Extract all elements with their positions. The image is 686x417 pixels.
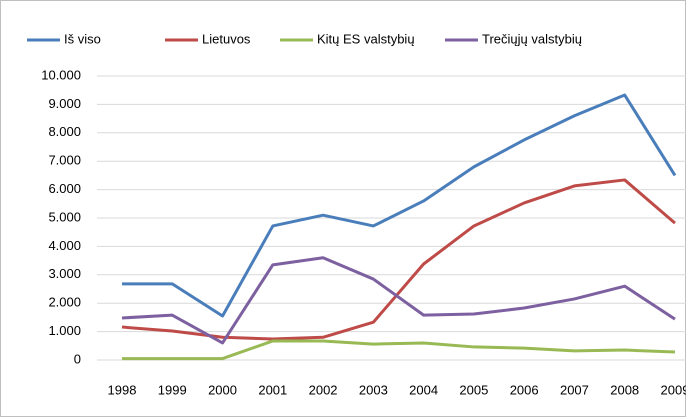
y-tick-label: 1.000 xyxy=(48,323,81,338)
y-tick-label: 8.000 xyxy=(48,124,81,139)
y-tick-label: 7.000 xyxy=(48,153,81,168)
y-tick-label: 5.000 xyxy=(48,209,81,224)
x-tick-label: 2004 xyxy=(409,382,438,397)
x-tick-label: 2006 xyxy=(510,382,539,397)
y-tick-label: 6.000 xyxy=(48,181,81,196)
series-line xyxy=(122,93,677,318)
x-tick-label: 2008 xyxy=(610,382,639,397)
legend-label: Lietuvos xyxy=(202,31,251,46)
y-tick-label: 9.000 xyxy=(48,96,81,111)
legend-label: Trečiųjų valstybių xyxy=(482,31,582,46)
x-tick-label: 2002 xyxy=(309,382,338,397)
x-tick-label: 2005 xyxy=(459,382,488,397)
legend-label: Iš viso xyxy=(64,31,101,46)
y-tick-label: 4.000 xyxy=(48,238,81,253)
legend-label: Kitų ES valstybių xyxy=(317,31,415,46)
x-tick-label: 1999 xyxy=(158,382,187,397)
series-line xyxy=(122,339,676,361)
series-line xyxy=(121,178,676,341)
series-line xyxy=(121,256,676,345)
y-tick-label: 2.000 xyxy=(48,295,81,310)
x-tick-label: 2001 xyxy=(258,382,287,397)
x-tick-label: 2000 xyxy=(208,382,237,397)
y-tick-label: 10.000 xyxy=(41,67,81,82)
y-tick-label: 0 xyxy=(74,351,81,366)
x-tick-label: 1998 xyxy=(108,382,137,397)
x-tick-label: 2003 xyxy=(359,382,388,397)
x-tick-label: 2009 xyxy=(661,382,686,397)
y-tick-label: 3.000 xyxy=(48,266,81,281)
x-tick-label: 2007 xyxy=(560,382,589,397)
